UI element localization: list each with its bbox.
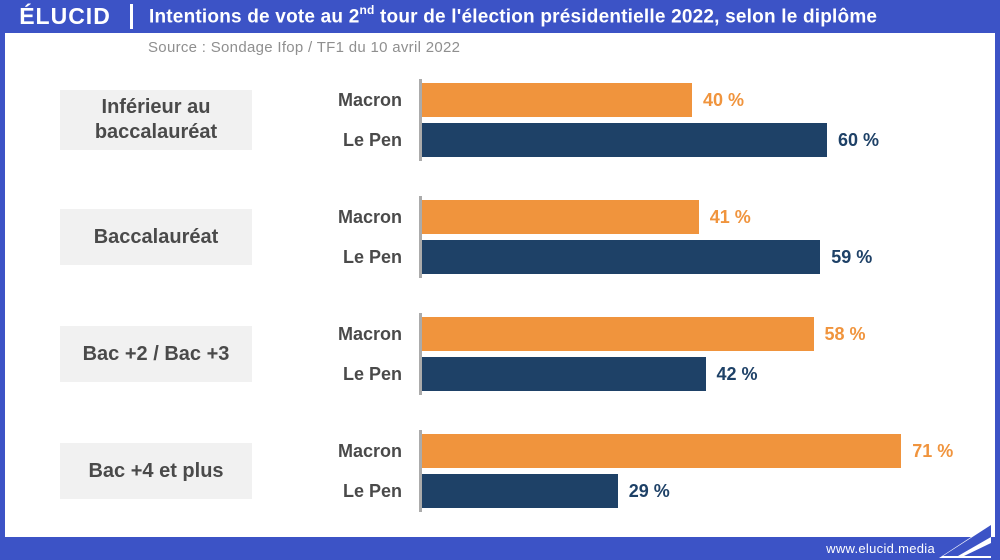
- series-label: Macron: [337, 441, 402, 461]
- category-label: Bac +2 / Bac +3: [82, 342, 230, 365]
- series-label: Le Pen: [342, 481, 402, 501]
- header-bar: ÉLUCID Intentions de vote au 2nd tour de…: [0, 0, 1000, 33]
- bar-chart: Inférieur au baccalauréat Macron Le Pen 4…: [0, 79, 1000, 547]
- diploma-group: Inférieur au baccalauréat Macron Le Pen 4…: [0, 79, 1000, 161]
- bar-track: 42 %: [422, 357, 866, 391]
- bar-track: 60 %: [422, 123, 879, 157]
- bar: [422, 434, 902, 468]
- bar-pair: Macron Le Pen 41 % 59 %: [252, 196, 872, 278]
- bar-track-column: 41 % 59 %: [419, 196, 872, 278]
- title-text-after: tour de l'élection présidentielle 2022, …: [374, 6, 878, 28]
- category-label-box: Bac +4 et plus: [60, 443, 252, 499]
- category-label: Bac +4 et plus: [88, 459, 224, 482]
- diploma-group: Bac +2 / Bac +3 Macron Le Pen 58 % 42 %: [0, 313, 1000, 395]
- source-caption: Source : Sondage Ifop / TF1 du 10 avril …: [148, 39, 461, 56]
- series-label-column: Macron Le Pen: [252, 196, 419, 278]
- value-label: 40 %: [703, 89, 745, 110]
- bar-pair: Macron Le Pen 58 % 42 %: [252, 313, 866, 395]
- series-label-column: Macron Le Pen: [252, 79, 419, 161]
- bar-track: 40 %: [422, 83, 879, 117]
- bar-pair: Macron Le Pen 40 % 60 %: [252, 79, 879, 161]
- category-label-box: Baccalauréat: [60, 209, 252, 265]
- right-border: [995, 0, 1000, 560]
- header-divider: [130, 4, 133, 29]
- value-label: 59 %: [831, 246, 873, 267]
- elucid-logo: ÉLUCID: [19, 3, 111, 29]
- category-label: Baccalauréat: [93, 225, 219, 248]
- bar: [422, 474, 618, 508]
- left-border: [0, 0, 5, 560]
- page-title: Intentions de vote au 2nd tour de l'élec…: [149, 3, 878, 28]
- series-label: Le Pen: [342, 247, 402, 267]
- bar-track-column: 71 % 29 %: [419, 430, 953, 512]
- title-superscript: nd: [359, 3, 375, 18]
- value-label: 42 %: [716, 363, 758, 384]
- bar-track: 29 %: [422, 474, 953, 508]
- series-label: Le Pen: [342, 130, 402, 150]
- footer-bar: www.elucid.media: [0, 537, 1000, 560]
- series-label: Macron: [337, 90, 402, 110]
- series-label: Le Pen: [342, 364, 402, 384]
- category-label-box: Bac +2 / Bac +3: [60, 326, 252, 382]
- series-label-column: Macron Le Pen: [252, 313, 419, 395]
- category-label-box: Inférieur au baccalauréat: [60, 90, 252, 150]
- bar-track-column: 40 % 60 %: [419, 79, 879, 161]
- bar: [422, 317, 814, 351]
- bar-track: 59 %: [422, 240, 872, 274]
- bar-track: 58 %: [422, 317, 866, 351]
- series-label-column: Macron Le Pen: [252, 430, 419, 512]
- value-label: 71 %: [912, 440, 954, 461]
- bar-track: 41 %: [422, 200, 872, 234]
- value-label: 29 %: [628, 480, 670, 501]
- title-text: Intentions de vote au 2: [149, 6, 360, 28]
- bar-pair: Macron Le Pen 71 % 29 %: [252, 430, 953, 512]
- bar-track-column: 58 % 42 %: [419, 313, 866, 395]
- bar: [422, 240, 821, 274]
- elucid-flag-icon: [939, 524, 991, 558]
- bar: [422, 83, 692, 117]
- diploma-group: Bac +4 et plus Macron Le Pen 71 % 29 %: [0, 430, 1000, 512]
- category-label: Inférieur au baccalauréat: [94, 96, 218, 143]
- bar: [422, 200, 699, 234]
- value-label: 60 %: [838, 129, 880, 150]
- series-label: Macron: [337, 207, 402, 227]
- diploma-group: Baccalauréat Macron Le Pen 41 % 59 %: [0, 196, 1000, 278]
- series-label: Macron: [337, 324, 402, 344]
- bar: [422, 357, 706, 391]
- value-label: 58 %: [824, 323, 866, 344]
- bar: [422, 123, 827, 157]
- value-label: 41 %: [709, 206, 751, 227]
- footer-url: www.elucid.media: [826, 541, 935, 556]
- bar-track: 71 %: [422, 434, 953, 468]
